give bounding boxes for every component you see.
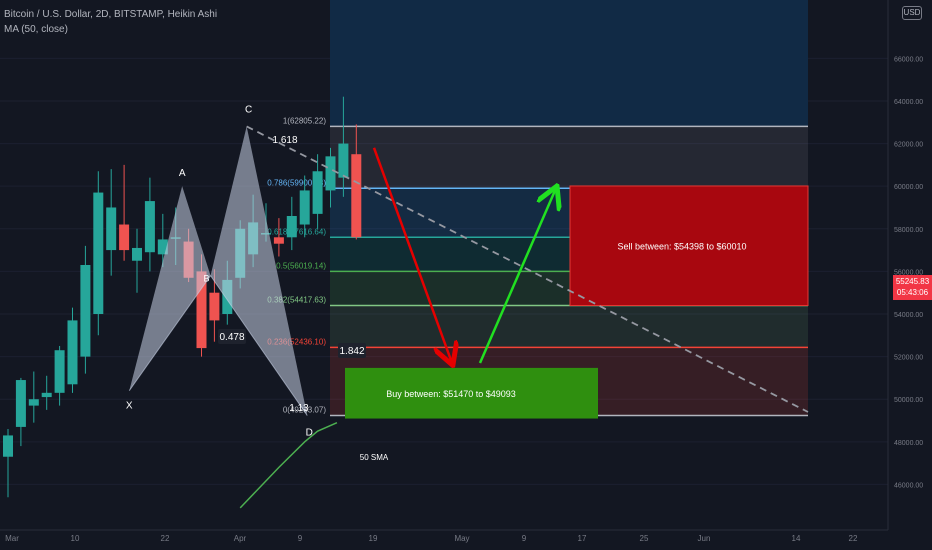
sma-line[interactable] (239, 421, 338, 509)
price-tick-label: 50000.00 (894, 397, 923, 404)
bcd-ratio-label: 1.842 (339, 346, 364, 357)
time-tick-label: 19 (369, 534, 378, 543)
candle-body[interactable] (80, 265, 91, 357)
buy-zone[interactable] (345, 367, 598, 419)
bar-countdown: 05:43:06 (896, 288, 929, 297)
candle-body[interactable] (132, 247, 142, 261)
time-tick-label: Jun (698, 534, 711, 543)
last-price-value: 55245.83 (895, 277, 930, 286)
price-tick-label: 64000.00 (894, 99, 923, 106)
time-tick-label: Apr (234, 534, 247, 543)
xab-ratio-label-bg (218, 329, 246, 344)
currency-badge[interactable]: USD (902, 6, 922, 20)
sell-zone-label: Sell between: $54398 to $60010 (617, 242, 746, 252)
sma-label: 50 SMA (360, 453, 389, 462)
candle-body[interactable] (54, 350, 65, 393)
time-tick-label: 10 (71, 534, 80, 543)
time-tick-label: Mar (5, 534, 19, 543)
candle-body[interactable] (41, 392, 52, 398)
price-tick-label: 52000.00 (894, 355, 923, 362)
fib-level-label: 0.618(57616.64) (267, 227, 326, 236)
time-tick-label: 22 (161, 534, 170, 543)
candle-body[interactable] (325, 156, 336, 191)
abc-ratio-label: 1.618 (272, 135, 297, 146)
candle-body[interactable] (106, 207, 117, 251)
point-d-label: D (306, 428, 313, 439)
candle-body[interactable] (338, 143, 349, 178)
fib-level-label: 0.382(54417.63) (267, 295, 326, 304)
time-tick-label: 9 (298, 534, 303, 543)
time-tick-label: 22 (849, 534, 858, 543)
candle-body[interactable] (299, 190, 310, 225)
price-tick-label: 66000.00 (894, 56, 923, 63)
xab-ratio-label: 0.478 (219, 332, 244, 343)
fib-extension-zone (330, 0, 808, 127)
candle-body[interactable] (196, 271, 207, 349)
candle-body[interactable] (144, 201, 155, 253)
chart-title: Bitcoin / U.S. Dollar, 2D, BITSTAMP, Hei… (4, 9, 218, 20)
candle-body[interactable] (93, 192, 104, 314)
candle-body[interactable] (3, 435, 13, 457)
bcd-triangle[interactable] (210, 126, 308, 416)
point-b-label: B (204, 274, 210, 284)
xab-triangle[interactable] (129, 186, 211, 391)
bd-line (210, 275, 308, 416)
candle-body[interactable] (119, 224, 130, 251)
fib-level-label: 0.786(59900.78) (267, 178, 326, 187)
fib-level-label: 0.236(52436.10) (267, 337, 326, 346)
candle-body[interactable] (67, 320, 78, 385)
indicator-legend[interactable]: MA (50, close) (4, 24, 68, 35)
time-tick-label: 25 (640, 534, 649, 543)
candle-body[interactable] (351, 154, 362, 238)
sell-zone[interactable] (569, 185, 809, 307)
fib-zone-fill (330, 126, 808, 189)
xb-line (128, 275, 211, 391)
price-tick-label: 62000.00 (894, 142, 923, 149)
price-tick-label: 46000.00 (894, 482, 923, 489)
candle-body[interactable] (312, 171, 323, 214)
fib-zone-fill (330, 305, 808, 348)
bcd-ratio-label-bg (338, 343, 366, 358)
time-tick-label: 9 (522, 534, 527, 543)
candle-body[interactable] (28, 399, 39, 406)
time-tick-label: 17 (578, 534, 587, 543)
price-tick-label: 60000.00 (894, 184, 923, 191)
price-tick-label: 58000.00 (894, 227, 923, 234)
time-tick-label: May (454, 534, 469, 543)
price-tick-label: 54000.00 (894, 312, 923, 319)
xad-ratio-label: 1.13 (289, 403, 309, 414)
time-tick-label: 14 (792, 534, 801, 543)
last-price-tag: 55245.83 05:43:06 (893, 275, 932, 300)
fib-level-label: 0.5(56019.14) (276, 261, 326, 270)
trend-line[interactable] (246, 125, 809, 413)
candle-body[interactable] (286, 216, 297, 238)
fib-level-label: 1(62805.22) (283, 116, 326, 125)
buy-zone-label: Buy between: $51470 to $49093 (386, 389, 516, 399)
candle-body[interactable] (157, 239, 168, 255)
point-x-label: X (126, 401, 133, 412)
up-arrow[interactable] (478, 188, 556, 364)
price-tick-label: 48000.00 (894, 440, 923, 447)
down-arrow[interactable] (372, 147, 452, 363)
candle-body[interactable] (15, 380, 26, 427)
point-c-label: C (245, 104, 252, 115)
price-tick-label: 56000.00 (894, 269, 923, 276)
candle-body[interactable] (209, 292, 220, 321)
candle-body[interactable] (273, 237, 284, 244)
point-a-label: A (179, 168, 186, 179)
